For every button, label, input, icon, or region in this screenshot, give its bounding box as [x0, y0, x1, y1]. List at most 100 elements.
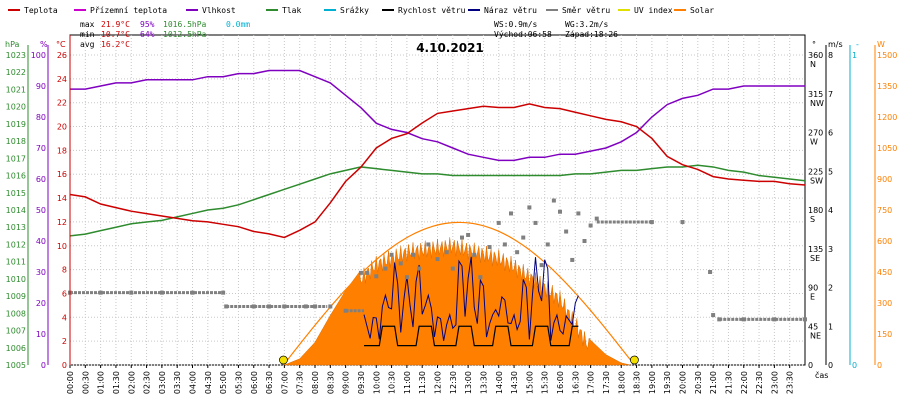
hum-tick-label: 70	[36, 144, 46, 153]
x-tick-label: 16:00	[556, 371, 565, 394]
x-tick-label: 12:00	[434, 371, 443, 394]
dir-name-label: NE	[810, 331, 821, 340]
wind-direction-point	[460, 235, 464, 240]
ms-unit: m/s	[828, 40, 843, 49]
solar-tick-label: 450	[877, 268, 892, 277]
x-tick-label: 00:30	[81, 371, 90, 394]
temp-tick-label: 26	[57, 51, 67, 60]
wind-direction-point	[539, 263, 544, 268]
dir-tick-label: 180	[808, 206, 823, 215]
legend-label: Přízemní teplota	[90, 6, 167, 15]
ms-tick-label: 2	[828, 284, 833, 293]
x-tick-label: 09:00	[342, 371, 351, 394]
wind-direction-point	[398, 261, 403, 266]
x-tick-label: 02:30	[143, 371, 152, 394]
wind-direction-point	[649, 220, 654, 225]
sunset-marker	[630, 355, 639, 365]
dir-tick-label: 360	[808, 51, 823, 60]
stat-sunset: Západ:18:26	[565, 30, 618, 39]
wind-direction-point	[251, 304, 256, 309]
temp-tick-label: 12	[57, 218, 67, 227]
uv-unit: -	[856, 40, 859, 49]
hpa-tick-label: 1016	[6, 172, 26, 181]
hum-tick-label: 50	[36, 206, 46, 215]
wind-direction-point	[533, 220, 538, 225]
wind-direction-point	[588, 223, 593, 228]
x-tick-label: 06:00	[250, 371, 259, 394]
wind-direction-point	[417, 266, 422, 271]
hum-tick-label: 80	[36, 113, 46, 122]
x-tick-label: 08:00	[311, 371, 320, 394]
dir-name-label: E	[810, 293, 815, 302]
x-tick-label: 14:00	[495, 371, 504, 394]
wind-direction-point	[570, 257, 575, 262]
solar-tick-label: 300	[877, 299, 892, 308]
temp-tick-label: 8	[62, 266, 67, 275]
hpa-tick-label: 1017	[6, 154, 26, 163]
ms-tick-label: 8	[828, 51, 833, 60]
ms-tick-label: 6	[828, 129, 833, 138]
wind-direction-point	[576, 211, 581, 216]
hpa-tick-label: 1019	[6, 120, 26, 129]
wind-direction-point	[551, 198, 556, 203]
x-tick-label: 19:00	[648, 371, 657, 394]
chart-grid	[69, 34, 806, 366]
stat-min-hum: 64%	[140, 30, 155, 39]
stat-max-label: max	[80, 20, 95, 29]
stat-min-label: min	[80, 30, 95, 39]
dir-tick-label: 90	[808, 284, 818, 293]
ms-tick-label: 3	[828, 245, 833, 254]
x-tick-label: 17:30	[602, 371, 611, 394]
x-tick-label: 03:00	[158, 371, 167, 394]
x-tick-label: 09:30	[357, 371, 366, 394]
x-tick-label: 15:00	[525, 371, 534, 394]
ms-tick-label: 5	[828, 167, 833, 176]
x-axis-label: čas	[815, 370, 828, 380]
dir-name-label: S	[810, 215, 815, 224]
temp-tick-label: 18	[57, 146, 67, 155]
stat-wind-gust: WG:3.2m/s	[565, 20, 609, 29]
wind-direction-point	[594, 216, 599, 221]
solar-tick-label: 1050	[877, 144, 897, 153]
solar-tick-label: 1350	[877, 82, 897, 91]
pressure-line	[69, 164, 806, 237]
ms-tick-label: 0	[828, 361, 833, 370]
dir-tick-label: 45	[808, 322, 818, 331]
wind-gust-line	[363, 256, 579, 341]
hpa-tick-label: 1011	[6, 258, 26, 267]
wind-direction-point	[487, 245, 492, 250]
dir-name-label: SE	[810, 254, 820, 263]
x-tick-label: 13:30	[479, 371, 488, 394]
legend-label: Rychlost větru	[398, 6, 466, 15]
dir-name-label: NW	[810, 99, 824, 108]
dir-unit: °	[812, 40, 816, 49]
dir-tick-label: 270	[808, 129, 823, 138]
chart-title: 4.10.2021	[416, 41, 484, 55]
stat-sunrise: Východ:06:58	[494, 30, 552, 39]
wind-direction-point	[365, 270, 370, 275]
x-tick-label: 22:00	[740, 371, 749, 394]
x-tick-label: 01:30	[112, 371, 121, 394]
uv-tick-label: 1	[852, 51, 857, 60]
dir-tick-label: 315	[808, 90, 823, 99]
hpa-tick-label: 1021	[6, 85, 26, 94]
dir-tick-label: 135	[808, 245, 823, 254]
dir-tick-label: 225	[808, 167, 823, 176]
hpa-unit: hPa	[5, 40, 20, 49]
wind-direction-point	[545, 242, 550, 247]
wind-direction-point	[708, 270, 713, 274]
humidity-line	[70, 69, 805, 162]
solar-tick-label: 1500	[877, 51, 897, 60]
hum-tick-label: 10	[36, 330, 46, 339]
stat-avg-temp: 16.2°C	[101, 40, 130, 49]
chart-marks	[68, 69, 807, 347]
x-tick-label: 10:00	[372, 371, 381, 394]
stat-rain: 0.0mm	[226, 20, 250, 29]
wind-direction-point	[389, 252, 394, 257]
legend-label: Solar	[690, 6, 714, 15]
dir-name-label: SW	[810, 176, 823, 185]
stat-avg-label: avg	[80, 40, 95, 49]
legend-label: Směr větru	[562, 6, 610, 15]
temp-tick-label: 0	[62, 361, 67, 370]
